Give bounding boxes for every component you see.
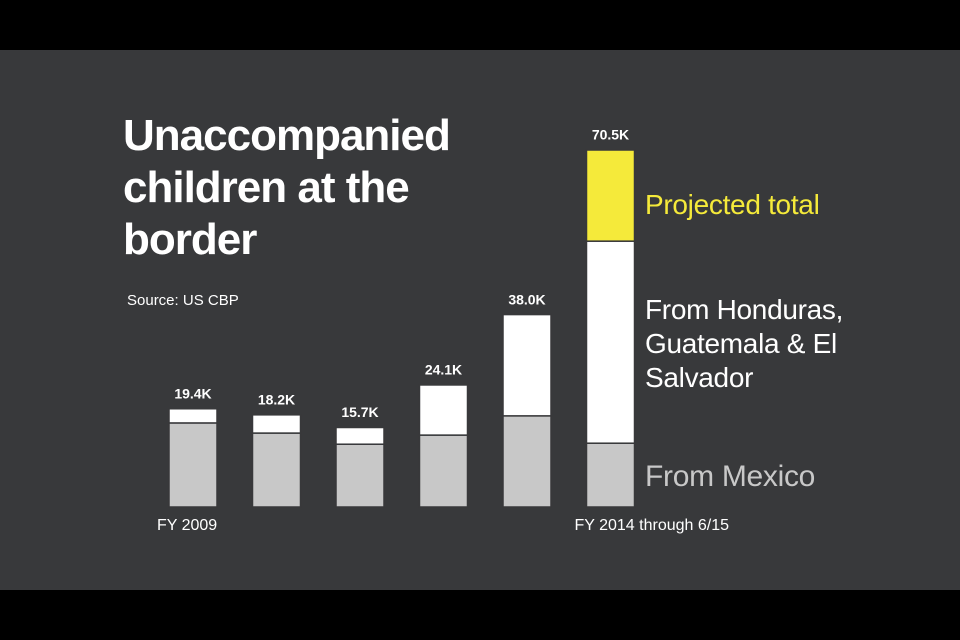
value-label: 19.4K — [174, 385, 211, 401]
bar-segment — [251, 414, 302, 434]
bar-segment — [418, 434, 469, 508]
legend-mexico: From Mexico — [645, 460, 816, 493]
value-label: 38.0K — [508, 291, 545, 307]
x-tick-label: FY 2014 through 6/15 — [575, 517, 730, 534]
value-label: 18.2K — [258, 392, 295, 408]
bar-segment — [335, 426, 385, 445]
bar-segment — [168, 408, 218, 424]
bar-segment — [585, 149, 636, 242]
value-label: 24.1K — [425, 362, 462, 378]
bar-segment — [585, 240, 636, 444]
bar-segment — [251, 432, 302, 508]
x-tick-label: FY 2009 — [157, 517, 217, 534]
bar-segment — [418, 384, 469, 436]
bar-segment — [502, 313, 552, 417]
bar-segment — [168, 422, 218, 508]
bar-segment — [585, 442, 636, 508]
legend-projected: Projected total — [645, 189, 820, 220]
value-label: 70.5K — [592, 127, 629, 143]
source: Source: US CBP — [127, 292, 239, 309]
bar-segment — [335, 443, 385, 508]
legend-central-america: From Honduras, Guatemala & El Salvador — [645, 294, 844, 393]
background — [0, 50, 960, 590]
value-label: 15.7K — [341, 404, 378, 420]
bar-segment — [502, 415, 552, 508]
chart-title: Unaccompanied children at the border — [123, 111, 451, 264]
